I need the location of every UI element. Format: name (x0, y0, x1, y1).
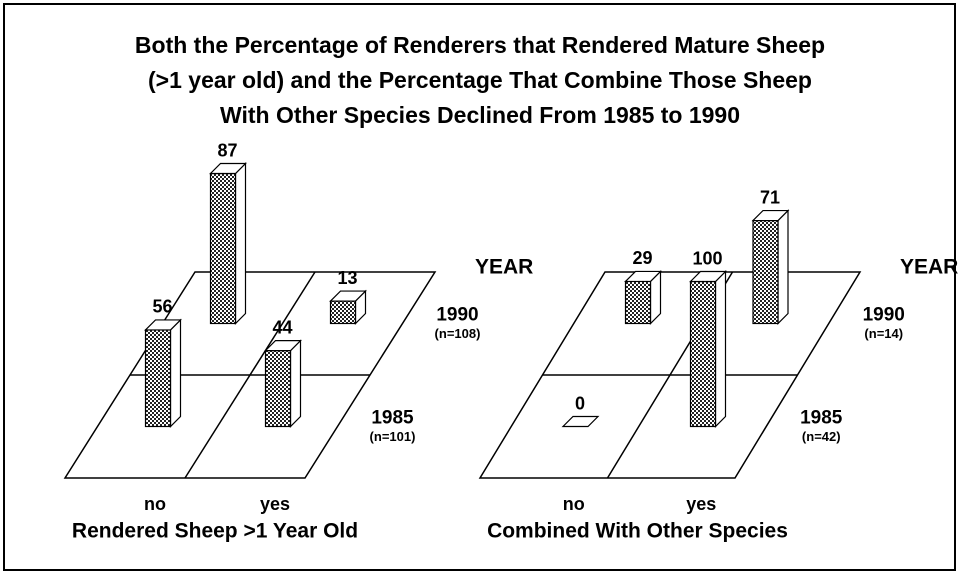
bar-front (752, 219, 779, 325)
bar-side (714, 270, 727, 428)
series-sample: (n=42) (802, 429, 841, 444)
bar-top (209, 162, 247, 175)
series-sample: (n=101) (370, 429, 416, 444)
x-tick-label: yes (260, 494, 290, 514)
bar-side (234, 162, 247, 325)
x-axis-label: Combined With Other Species (487, 520, 788, 543)
bar (329, 289, 367, 325)
series-label: 1990 (863, 305, 905, 326)
bar (624, 270, 662, 325)
bar-front (144, 329, 172, 428)
value-label: 29 (632, 248, 652, 268)
x-tick-label: no (144, 494, 166, 514)
bar-front (209, 172, 237, 325)
value-label: 100 (692, 248, 722, 268)
bar-side (169, 318, 182, 428)
x-tick-label: yes (686, 494, 716, 514)
value-label: 71 (760, 187, 780, 207)
bar-side (777, 209, 789, 325)
bar (689, 270, 727, 428)
bar (209, 162, 247, 325)
bar-top (264, 340, 302, 352)
series-label: 1985 (371, 408, 414, 429)
bar (264, 339, 302, 428)
value-label: 13 (337, 268, 357, 288)
bar (561, 415, 600, 428)
series-sample: (n=108) (435, 326, 481, 341)
bar-top (624, 270, 662, 283)
title-line: With Other Species Declined From 1985 to… (220, 102, 740, 128)
x-tick-label: no (563, 494, 585, 514)
bar-top (144, 319, 182, 331)
series-sample: (n=14) (864, 326, 903, 341)
series-label: 1985 (800, 408, 843, 429)
value-label: 0 (575, 393, 585, 413)
title-line: Both the Percentage of Renderers that Re… (135, 32, 825, 58)
depth-axis-label: YEAR (475, 256, 533, 279)
title-line: (>1 year old) and the Percentage That Co… (148, 67, 812, 93)
depth-axis-label: YEAR (900, 256, 958, 279)
bar-top (329, 290, 367, 302)
series-label: 1990 (436, 305, 478, 326)
bar-front (264, 350, 292, 428)
bar (144, 318, 182, 428)
bar (751, 209, 790, 325)
bar-front (624, 280, 652, 325)
x-axis-label: Rendered Sheep >1 Year Old (72, 520, 358, 543)
bar-front (329, 300, 357, 325)
bar-top (561, 415, 600, 428)
bar-front (689, 280, 717, 428)
bar-side (289, 339, 302, 428)
bar-top (751, 209, 790, 222)
value-label: 87 (217, 140, 237, 160)
value-label: 56 (152, 297, 172, 317)
floor (478, 271, 862, 479)
frame (3, 3, 956, 571)
bar-top (689, 270, 727, 283)
value-label: 44 (272, 317, 292, 337)
